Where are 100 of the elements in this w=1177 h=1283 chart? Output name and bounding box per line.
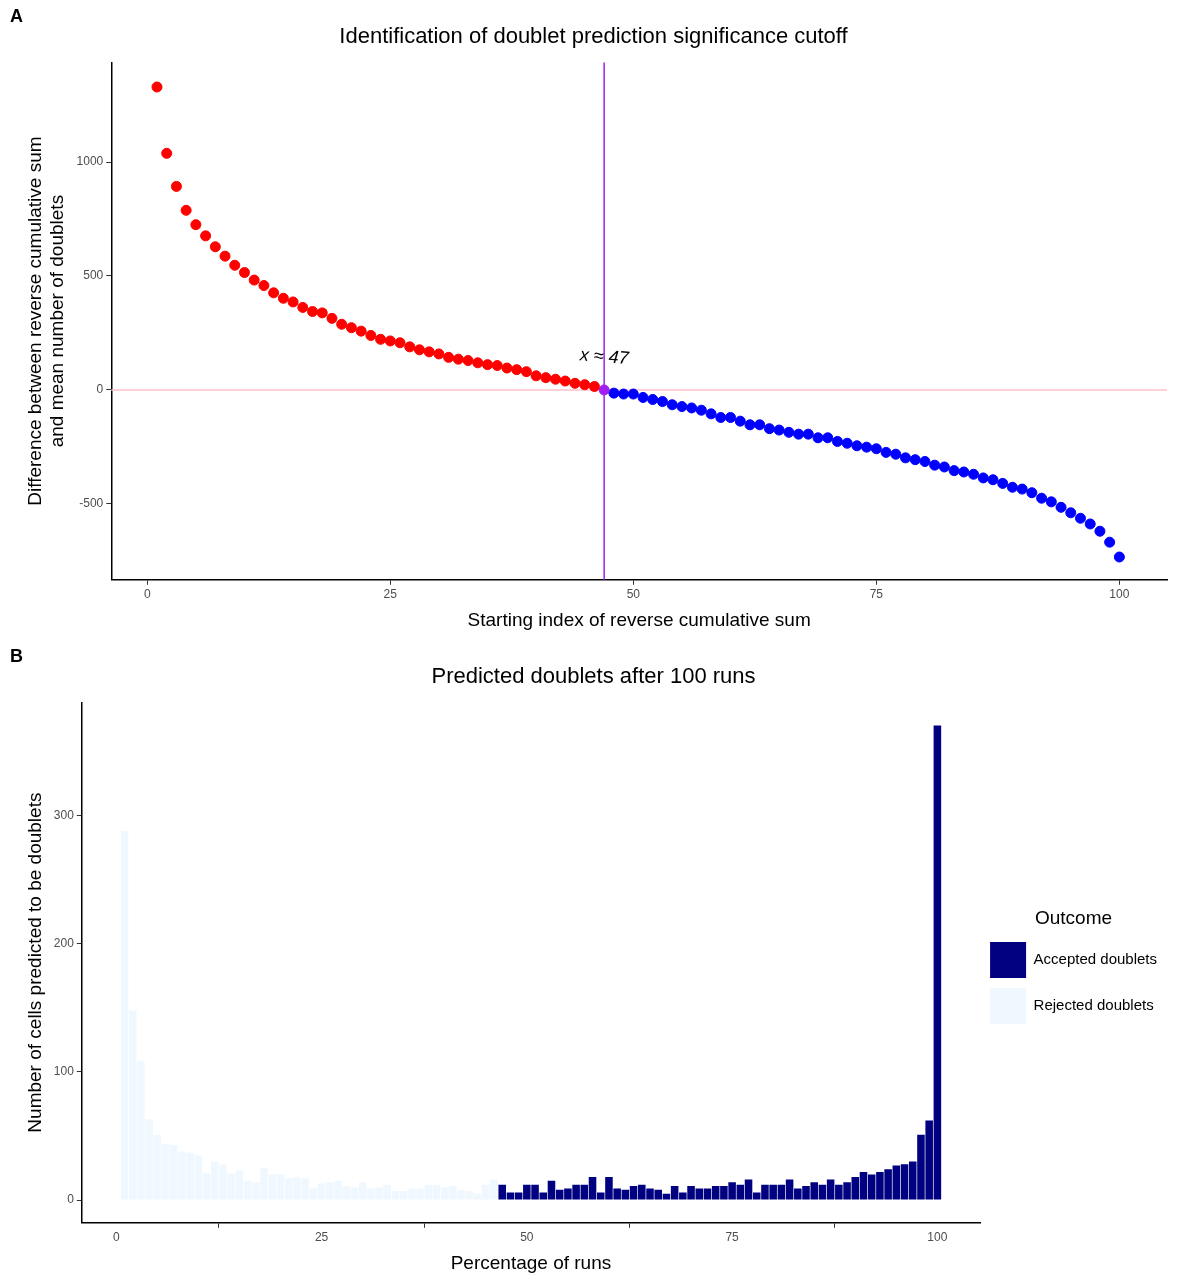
point bbox=[287, 296, 299, 308]
point bbox=[695, 404, 707, 416]
point bbox=[550, 373, 562, 385]
chart-title: Identification of doublet prediction significance cutoff bbox=[339, 23, 849, 49]
point bbox=[841, 437, 853, 449]
point bbox=[413, 344, 425, 356]
point bbox=[734, 415, 746, 427]
point bbox=[316, 307, 328, 319]
point bbox=[452, 353, 464, 365]
point bbox=[462, 355, 474, 367]
point bbox=[345, 322, 357, 334]
point bbox=[170, 180, 182, 192]
point bbox=[588, 381, 600, 393]
point bbox=[229, 259, 241, 271]
point bbox=[851, 440, 863, 452]
y-tick-label: 1000 bbox=[76, 154, 104, 169]
point bbox=[861, 441, 873, 453]
point bbox=[958, 466, 970, 478]
annotation: x ≈ 47 bbox=[578, 344, 631, 369]
point bbox=[297, 301, 309, 313]
point bbox=[948, 465, 960, 477]
x-tick-label: 100 bbox=[927, 1230, 948, 1245]
point bbox=[161, 147, 173, 159]
point bbox=[423, 346, 435, 358]
point bbox=[569, 377, 581, 389]
x-tick-label: 25 bbox=[383, 587, 398, 602]
x-tick-label: 75 bbox=[725, 1230, 740, 1245]
point bbox=[540, 372, 552, 384]
point bbox=[530, 370, 542, 382]
legend-label: Rejected doublets bbox=[1033, 996, 1154, 1014]
point bbox=[219, 250, 231, 262]
point bbox=[705, 408, 717, 420]
y-tick-label: 100 bbox=[53, 1064, 75, 1079]
x-tick-label: 25 bbox=[314, 1230, 329, 1245]
point bbox=[511, 364, 523, 376]
point bbox=[715, 412, 727, 424]
point bbox=[326, 312, 338, 324]
point bbox=[394, 337, 406, 349]
point bbox=[482, 359, 493, 371]
chart-title: Predicted doublets after 100 runs bbox=[431, 663, 756, 689]
point bbox=[666, 399, 678, 411]
legend-title: Outcome bbox=[1034, 906, 1113, 928]
point bbox=[520, 366, 532, 378]
x-axis-title: Starting index of reverse cumulative sum bbox=[467, 608, 811, 630]
point bbox=[443, 351, 455, 363]
point bbox=[783, 426, 795, 438]
y-axis-title: Number of cells predicted to be doublets bbox=[23, 792, 45, 1133]
text: B bbox=[10, 646, 23, 667]
point bbox=[929, 459, 941, 471]
point bbox=[637, 391, 649, 403]
point bbox=[627, 388, 639, 400]
point bbox=[686, 402, 698, 414]
point bbox=[1055, 501, 1067, 513]
point bbox=[725, 412, 737, 424]
point bbox=[608, 387, 620, 399]
point bbox=[1065, 507, 1077, 519]
point bbox=[579, 379, 591, 391]
point bbox=[355, 325, 367, 337]
point bbox=[822, 432, 834, 444]
point bbox=[773, 424, 785, 436]
x-tick-label: 50 bbox=[626, 587, 641, 602]
point bbox=[307, 306, 319, 318]
point bbox=[472, 357, 484, 369]
point bbox=[987, 474, 999, 486]
point bbox=[200, 230, 212, 242]
legend-label: Accepted doublets bbox=[1033, 950, 1157, 968]
point bbox=[763, 423, 775, 435]
point bbox=[1084, 518, 1096, 530]
point bbox=[812, 432, 824, 444]
point bbox=[258, 280, 270, 292]
point bbox=[647, 394, 659, 406]
point bbox=[180, 204, 192, 216]
point bbox=[793, 428, 805, 440]
point bbox=[1006, 481, 1018, 493]
y-tick-label: 300 bbox=[53, 807, 75, 822]
point bbox=[384, 335, 396, 347]
point bbox=[1113, 551, 1125, 563]
point bbox=[802, 428, 814, 440]
point bbox=[1094, 525, 1106, 537]
x-tick-label: 0 bbox=[112, 1230, 120, 1245]
point bbox=[375, 333, 387, 345]
point bbox=[190, 219, 202, 231]
point bbox=[404, 341, 416, 353]
point bbox=[938, 461, 950, 473]
point bbox=[870, 443, 882, 455]
point bbox=[744, 419, 756, 431]
point bbox=[1045, 496, 1057, 508]
text: A bbox=[10, 6, 23, 27]
x-tick-label: 75 bbox=[869, 587, 884, 602]
y-tick-label: -500 bbox=[79, 496, 104, 511]
y-tick-label: 0 bbox=[96, 382, 104, 397]
point bbox=[238, 267, 250, 279]
point bbox=[909, 454, 921, 466]
x-axis-title: Percentage of runs bbox=[450, 1251, 612, 1273]
point bbox=[248, 274, 260, 286]
point bbox=[831, 435, 843, 447]
point bbox=[890, 448, 902, 460]
point bbox=[900, 452, 911, 464]
point bbox=[1104, 536, 1116, 548]
point bbox=[277, 292, 289, 304]
